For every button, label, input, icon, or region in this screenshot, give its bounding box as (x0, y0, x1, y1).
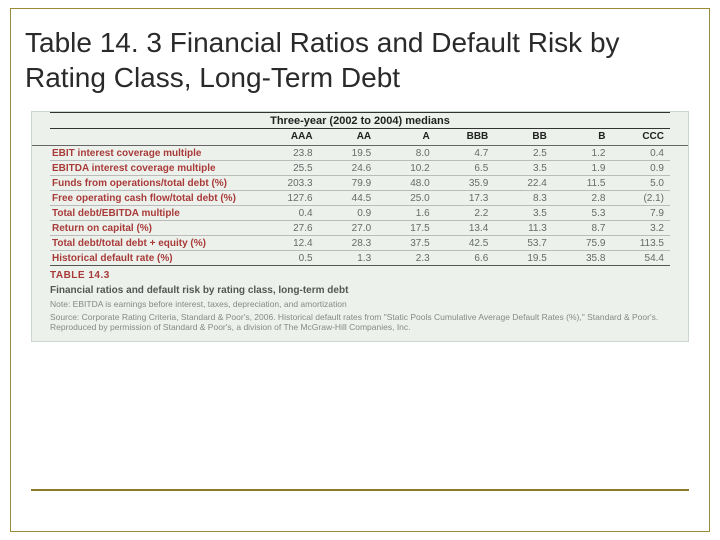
slide-title: Table 14. 3 Financial Ratios and Default… (25, 25, 695, 95)
cell: 1.2 (553, 148, 612, 159)
cell: 0.9 (611, 163, 670, 174)
cell: 75.9 (553, 238, 612, 249)
cell: 5.3 (553, 208, 612, 219)
row-label: Total debt/EBITDA multiple (50, 208, 260, 219)
cell: 113.5 (611, 238, 670, 249)
cell: 2.2 (436, 208, 495, 219)
cell: 48.0 (377, 178, 436, 189)
bottom-rule (31, 489, 689, 491)
col-aa: AA (319, 131, 378, 142)
table-header-band: Three-year (2002 to 2004) medians (50, 112, 670, 129)
table-caption: Financial ratios and default risk by rat… (32, 283, 688, 298)
col-bbb: BBB (436, 131, 495, 142)
cell: 7.9 (611, 208, 670, 219)
cell: 0.4 (611, 148, 670, 159)
cell: 0.9 (319, 208, 378, 219)
table-row: EBIT interest coverage multiple 23.8 19.… (32, 146, 688, 160)
cell: 8.3 (494, 193, 553, 204)
cell: 22.4 (494, 178, 553, 189)
slide-frame: Table 14. 3 Financial Ratios and Default… (10, 8, 710, 532)
row-label: Total debt/total debt + equity (%) (50, 238, 260, 249)
cell: 8.7 (553, 223, 612, 234)
cell: 6.6 (436, 253, 495, 264)
cell: 3.2 (611, 223, 670, 234)
cell: 44.5 (319, 193, 378, 204)
table-label: TABLE 14.3 (32, 266, 688, 283)
col-bb: BB (494, 131, 553, 142)
table-note: Note: EBITDA is earnings before interest… (32, 298, 688, 311)
cell: 27.0 (319, 223, 378, 234)
cell: 2.3 (377, 253, 436, 264)
table-row: Historical default rate (%) 0.5 1.3 2.3 … (32, 251, 688, 265)
cell: 24.6 (319, 163, 378, 174)
row-label: EBITDA interest coverage multiple (50, 163, 260, 174)
cell: 27.6 (260, 223, 319, 234)
cell: 1.9 (553, 163, 612, 174)
cell: 35.8 (553, 253, 612, 264)
cell: 13.4 (436, 223, 495, 234)
col-a: A (377, 131, 436, 142)
table-figure: Three-year (2002 to 2004) medians AAA AA… (31, 111, 689, 342)
table-row: Funds from operations/total debt (%) 203… (32, 176, 688, 190)
col-aaa: AAA (260, 131, 319, 142)
cell: 53.7 (494, 238, 553, 249)
col-ccc: CCC (611, 131, 670, 142)
cell: 2.8 (553, 193, 612, 204)
cell: 11.5 (553, 178, 612, 189)
cell: 127.6 (260, 193, 319, 204)
cell: 6.5 (436, 163, 495, 174)
cell: 35.9 (436, 178, 495, 189)
row-label: Free operating cash flow/total debt (%) (50, 193, 260, 204)
cell: 25.5 (260, 163, 319, 174)
cell: 1.3 (319, 253, 378, 264)
cell: 17.5 (377, 223, 436, 234)
table-row: Total debt/EBITDA multiple 0.4 0.9 1.6 2… (32, 206, 688, 220)
cell: 19.5 (319, 148, 378, 159)
cell: 19.5 (494, 253, 553, 264)
cell: 1.6 (377, 208, 436, 219)
cell: 28.3 (319, 238, 378, 249)
row-label: EBIT interest coverage multiple (50, 148, 260, 159)
row-label: Historical default rate (%) (50, 253, 260, 264)
table-row: Return on capital (%) 27.6 27.0 17.5 13.… (32, 221, 688, 235)
cell: 79.9 (319, 178, 378, 189)
table-row: Total debt/total debt + equity (%) 12.4 … (32, 236, 688, 250)
cell: 0.4 (260, 208, 319, 219)
cell: 0.5 (260, 253, 319, 264)
cell: (2.1) (611, 193, 670, 204)
cell: 3.5 (494, 163, 553, 174)
cell: 25.0 (377, 193, 436, 204)
table-source: Source: Corporate Rating Criteria, Stand… (32, 311, 688, 341)
cell: 4.7 (436, 148, 495, 159)
cell: 17.3 (436, 193, 495, 204)
cell: 3.5 (494, 208, 553, 219)
cell: 203.3 (260, 178, 319, 189)
table-column-headers: AAA AA A BBB BB B CCC (32, 129, 688, 146)
cell: 42.5 (436, 238, 495, 249)
cell: 2.5 (494, 148, 553, 159)
cell: 10.2 (377, 163, 436, 174)
row-label: Funds from operations/total debt (%) (50, 178, 260, 189)
col-b: B (553, 131, 612, 142)
cell: 12.4 (260, 238, 319, 249)
cell: 8.0 (377, 148, 436, 159)
row-label: Return on capital (%) (50, 223, 260, 234)
cell: 37.5 (377, 238, 436, 249)
cell: 54.4 (611, 253, 670, 264)
col-blank (50, 131, 260, 142)
table-row: EBITDA interest coverage multiple 25.5 2… (32, 161, 688, 175)
cell: 23.8 (260, 148, 319, 159)
table-row: Free operating cash flow/total debt (%) … (32, 191, 688, 205)
cell: 5.0 (611, 178, 670, 189)
cell: 11.3 (494, 223, 553, 234)
